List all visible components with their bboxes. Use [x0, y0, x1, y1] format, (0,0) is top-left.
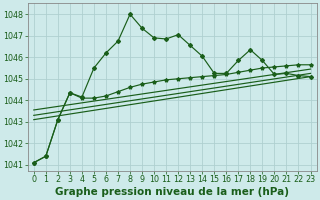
- X-axis label: Graphe pression niveau de la mer (hPa): Graphe pression niveau de la mer (hPa): [55, 187, 289, 197]
